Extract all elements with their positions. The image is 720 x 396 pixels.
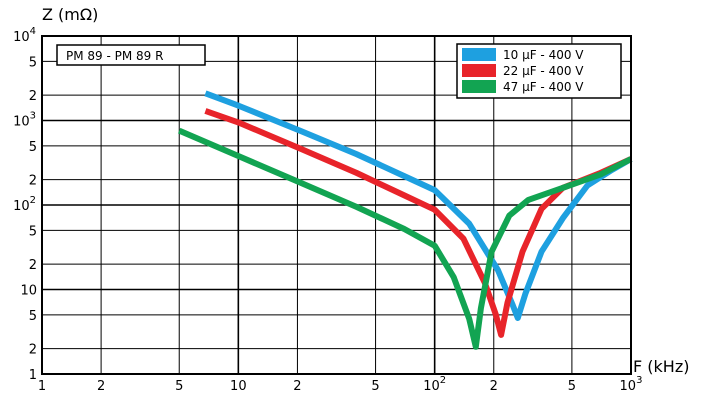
y-tick-label: 5 <box>29 55 37 70</box>
x-tick-label-base: 2 <box>293 379 301 394</box>
x-tick-label: 10 <box>230 379 247 394</box>
y-tick-label-base: 10 <box>13 30 30 45</box>
y-tick-label-base: 2 <box>29 89 37 104</box>
x-tick-label-exponent: 3 <box>636 375 642 386</box>
series-line-3 <box>178 127 633 350</box>
y-tick-label: 5 <box>29 224 37 239</box>
y-tick-label: 2 <box>29 343 37 358</box>
annotation-label: PM 89 - PM 89 R <box>66 49 163 63</box>
y-tick-label-base: 5 <box>29 309 37 324</box>
impedance-curves <box>178 90 633 350</box>
x-tick-label-base: 10 <box>423 379 440 394</box>
y-tick-label-base: 1 <box>29 368 37 383</box>
plot-frame <box>41 35 632 375</box>
y-tick-label: 2 <box>29 89 37 104</box>
x-tick-label-base: 5 <box>175 379 183 394</box>
x-tick-label: 5 <box>175 379 183 394</box>
y-tick-label: 104 <box>13 26 36 45</box>
y-tick-label-exponent: 4 <box>30 26 36 37</box>
y-tick-label-base: 5 <box>29 140 37 155</box>
legend-label-1: 10 µF - 400 V <box>503 48 584 62</box>
x-tick-label-exponent: 2 <box>440 375 446 386</box>
y-tick-label-base: 5 <box>29 224 37 239</box>
x-tick-label-base: 2 <box>97 379 105 394</box>
x-tick-label-base: 5 <box>568 379 576 394</box>
y-tick-label: 102 <box>13 195 36 214</box>
annotation-box-frame <box>56 44 206 66</box>
x-tick-label: 102 <box>423 375 446 394</box>
x-tick-label: 2 <box>97 379 105 394</box>
x-tick-label-base: 5 <box>371 379 379 394</box>
x-tick-label: 2 <box>490 379 498 394</box>
y-tick-label-base: 5 <box>29 55 37 70</box>
y-tick-label-base: 10 <box>20 284 37 299</box>
legend-label-2: 22 µF - 400 V <box>503 64 584 78</box>
y-tick-label-base: 2 <box>29 343 37 358</box>
y-tick-label: 2 <box>29 258 37 273</box>
y-tick-label: 2 <box>29 174 37 189</box>
legend: 10 µF - 400 V 22 µF - 400 V 47 µF - 400 V <box>456 43 622 99</box>
x-tick-label: 5 <box>371 379 379 394</box>
y-tick-label: 10 <box>20 284 37 299</box>
x-tick-label-base: 10 <box>620 379 637 394</box>
y-tick-label-exponent: 2 <box>30 195 36 206</box>
y-tick-label-exponent: 3 <box>30 111 36 122</box>
x-tick-label: 103 <box>620 375 643 394</box>
legend-label-3: 47 µF - 400 V <box>503 80 584 94</box>
x-tick-label: 2 <box>293 379 301 394</box>
y-tick-label: 103 <box>13 111 36 130</box>
x-tick-label: 5 <box>568 379 576 394</box>
x-tick-labels: 1 2 5 10 2 5 102 2 5 103 <box>38 375 643 394</box>
y-tick-label-base: 2 <box>29 174 37 189</box>
x-tick-label-base: 1 <box>38 379 46 394</box>
series-line-2 <box>204 108 633 338</box>
annotation-box: PM 89 - PM 89 R <box>56 44 206 66</box>
x-tick-label-base: 10 <box>230 379 247 394</box>
y-tick-label-base: 10 <box>13 199 30 214</box>
x-tick-label: 1 <box>38 379 46 394</box>
legend-swatch-3 <box>462 80 496 93</box>
y-axis-title: Z (mΩ) <box>42 5 98 24</box>
y-tick-label-base: 10 <box>13 115 30 130</box>
legend-swatch-2 <box>462 64 496 77</box>
y-tick-label: 1 <box>29 368 37 383</box>
y-tick-label-base: 2 <box>29 258 37 273</box>
legend-swatch-1 <box>462 48 496 61</box>
series-line-1 <box>204 90 633 321</box>
y-tick-label: 5 <box>29 309 37 324</box>
x-tick-label-base: 2 <box>490 379 498 394</box>
y-tick-label: 5 <box>29 140 37 155</box>
x-axis-title: F (kHz) <box>633 357 689 376</box>
